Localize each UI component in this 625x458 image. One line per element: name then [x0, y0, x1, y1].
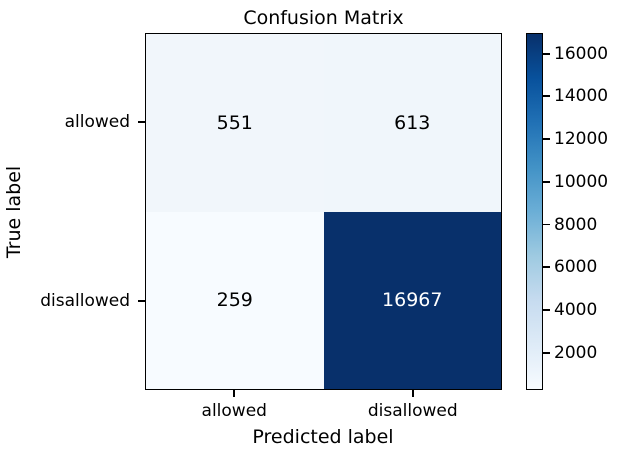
colorbar-tick-label: 4000 — [554, 300, 598, 321]
colorbar-tick-mark — [543, 351, 550, 354]
colorbar-tick-mark — [543, 138, 550, 141]
y-tick-mark — [138, 121, 145, 124]
colorbar-tick-label: 16000 — [554, 43, 609, 64]
y-tick-label: allowed — [64, 112, 130, 133]
matrix-cell: 259 — [146, 211, 324, 389]
y-axis-label: True label — [3, 165, 25, 259]
matrix-cell: 551 — [146, 34, 324, 212]
colorbar-tick-mark — [543, 95, 550, 98]
heatmap-plot: 551 613 259 16967 — [145, 33, 502, 390]
x-tick-mark — [233, 390, 236, 397]
colorbar-tick-label: 8000 — [554, 214, 598, 235]
x-axis-label: Predicted label — [252, 426, 394, 448]
matrix-cell: 16967 — [323, 211, 501, 389]
colorbar-tick-label: 6000 — [554, 257, 598, 278]
colorbar — [526, 33, 543, 390]
colorbar-tick-label: 12000 — [554, 129, 609, 150]
y-tick-mark — [138, 299, 145, 302]
x-tick-label: allowed — [201, 401, 267, 421]
colorbar-tick-mark — [543, 223, 550, 226]
colorbar-tick-mark — [543, 180, 550, 183]
x-tick-mark — [411, 390, 414, 397]
colorbar-tick-mark — [543, 52, 550, 55]
heatmap-grid: 551 613 259 16967 — [146, 34, 501, 389]
colorbar-tick-label: 2000 — [554, 342, 598, 363]
colorbar-tick-label: 10000 — [554, 171, 609, 192]
chart-title: Confusion Matrix — [243, 7, 404, 29]
y-tick-label: disallowed — [40, 290, 130, 311]
colorbar-tick-label: 14000 — [554, 86, 609, 107]
colorbar-tick-mark — [543, 266, 550, 269]
colorbar-tick-mark — [543, 309, 550, 311]
x-tick-label: disallowed — [367, 401, 458, 421]
matrix-cell: 613 — [323, 34, 501, 212]
